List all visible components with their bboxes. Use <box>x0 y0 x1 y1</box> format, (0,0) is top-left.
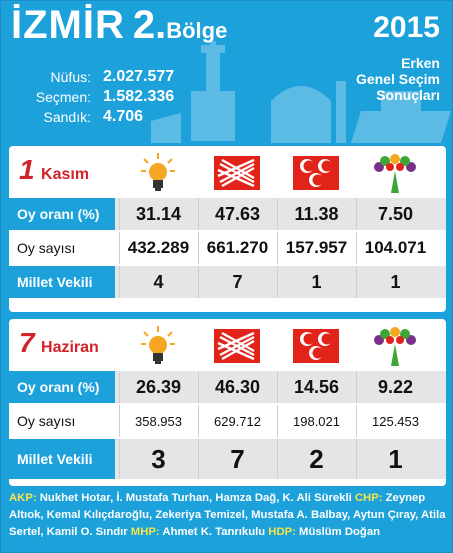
vote-share-mhp: 14.56 <box>277 371 355 403</box>
vote-count-akp: 358.953 <box>119 405 197 437</box>
results-june: 7 Haziran <box>9 319 446 486</box>
vote-count-mhp: 157.957 <box>277 232 355 264</box>
stat-label: Seçmen: <box>35 89 91 105</box>
party-logo-row: 7 Haziran <box>9 319 446 371</box>
region-number: 2. <box>132 3 167 47</box>
stat-population: Nüfus: 2.027.577 <box>21 67 175 87</box>
hdp-tree-icon <box>356 325 434 367</box>
vote-share-akp: 26.39 <box>119 371 197 403</box>
date-month: Haziran <box>41 339 99 356</box>
date-day: 7 <box>19 327 35 358</box>
results-november: 1 Kasım <box>9 146 446 312</box>
subtitle-line: Sonuçları <box>376 87 440 103</box>
akp-lightbulb-icon <box>119 325 197 367</box>
region-stats: Nüfus: 2.027.577 Seçmen: 1.582.336 Sandı… <box>21 67 174 127</box>
row-label: Oy sayısı <box>9 405 115 437</box>
vote-share-mhp: 11.38 <box>277 198 355 230</box>
date-month: Kasım <box>41 166 90 183</box>
mp-names-mhp: Ahmet K. Tanrıkulu <box>162 526 266 538</box>
stat-label: Sandık: <box>43 109 91 125</box>
row-label: Oy oranı (%) <box>9 198 115 230</box>
region-word: Bölge <box>166 18 228 43</box>
stat-value: 4.706 <box>103 108 144 125</box>
row-label: Millet Vekili <box>9 439 115 479</box>
mhp-three-crescents-icon <box>277 325 355 367</box>
hdp-tree-icon <box>356 152 434 194</box>
vote-count-mhp: 198.021 <box>277 405 355 437</box>
row-label: Oy sayısı <box>9 232 115 264</box>
mps-akp: 4 <box>119 266 197 298</box>
stat-label: Nüfus: <box>50 69 91 85</box>
mp-row: Millet Vekili 4 7 1 1 <box>9 266 446 298</box>
subtitle-line: Erken <box>401 55 440 71</box>
stat-value: 1.582.336 <box>103 88 175 105</box>
row-label: Millet Vekili <box>9 266 115 298</box>
subtitle-line: Genel Seçim <box>355 71 440 87</box>
stat-ballot-boxes: Sandık: 4.706 <box>21 107 174 127</box>
date-day: 1 <box>19 154 35 185</box>
election-date: 1 Kasım <box>19 154 89 186</box>
party-logo-row: 1 Kasım <box>9 146 446 198</box>
mhp-three-crescents-icon <box>277 152 355 194</box>
vote-share-chp: 46.30 <box>198 371 276 403</box>
vote-count-hdp: 104.071 <box>356 232 434 264</box>
party-tag-chp: CHP: <box>354 492 383 504</box>
year: 2015 <box>373 11 440 44</box>
election-subtitle: Erken Genel Seçim Sonuçları <box>356 55 440 103</box>
mp-names-hdp: Müslüm Doğan <box>299 526 381 538</box>
mp-names-akp: Nukhet Hotar, İ. Mustafa Turhan, Hamza D… <box>39 492 352 504</box>
chp-six-arrows-icon <box>198 325 276 367</box>
party-tag-akp: AKP: <box>9 492 37 504</box>
mps-akp: 3 <box>119 439 197 479</box>
vote-share-akp: 31.14 <box>119 198 197 230</box>
vote-count-hdp: 125.453 <box>356 405 434 437</box>
mps-mhp: 1 <box>277 266 355 298</box>
city-name: İZMİR <box>11 3 125 47</box>
akp-lightbulb-icon <box>119 152 197 194</box>
elected-mps-list: AKP: Nukhet Hotar, İ. Mustafa Turhan, Ha… <box>9 490 446 541</box>
mp-names-chp: Zeynep Altıok, Kemal Kılıçdaroğlu, Zeker… <box>9 492 446 538</box>
vote-share-hdp: 9.22 <box>356 371 434 403</box>
row-label: Oy oranı (%) <box>9 371 115 403</box>
mps-mhp: 2 <box>277 439 355 479</box>
mps-chp: 7 <box>198 439 276 479</box>
party-tag-hdp: HDP: <box>268 526 296 538</box>
stat-voters: Seçmen: 1.582.336 <box>21 87 174 107</box>
vote-count-chp: 629.712 <box>198 405 276 437</box>
vote-share-row: Oy oranı (%) 26.39 46.30 14.56 9.22 <box>9 371 446 403</box>
vote-share-row: Oy oranı (%) 31.14 47.63 11.38 7.50 <box>9 198 446 230</box>
mps-hdp: 1 <box>356 439 434 479</box>
mp-row: Millet Vekili 3 7 2 1 <box>9 439 446 479</box>
vote-count-akp: 432.289 <box>119 232 197 264</box>
mps-hdp: 1 <box>356 266 434 298</box>
vote-share-chp: 47.63 <box>198 198 276 230</box>
vote-count-row: Oy sayısı 358.953 629.712 198.021 125.45… <box>9 405 446 437</box>
mps-chp: 7 <box>198 266 276 298</box>
vote-count-chp: 661.270 <box>198 232 276 264</box>
vote-share-hdp: 7.50 <box>356 198 434 230</box>
izmir-skyline-illustration <box>151 41 451 143</box>
party-tag-mhp: MHP: <box>130 526 160 538</box>
header: İZMİR 2.Bölge 2015 Erken Genel Seçim Sonu… <box>1 1 453 143</box>
chp-six-arrows-icon <box>198 152 276 194</box>
election-date: 7 Haziran <box>19 327 99 359</box>
stat-value: 2.027.577 <box>103 68 175 85</box>
vote-count-row: Oy sayısı 432.289 661.270 157.957 104.07… <box>9 232 446 264</box>
page-title: İZMİR 2.Bölge <box>11 3 227 48</box>
